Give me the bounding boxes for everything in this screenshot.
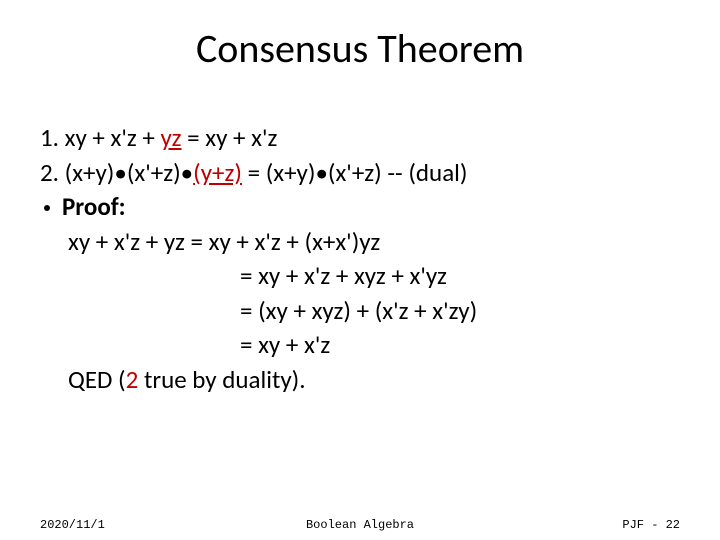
line-1: 1. xy + x'z + yz = xy + x'z: [40, 121, 680, 156]
line-2-part-c: = (x+y)•(x'+z) -- (dual): [242, 157, 468, 188]
qed-part-b: 2: [126, 364, 139, 395]
slide: Consensus Theorem 1. xy + x'z + yz = xy …: [0, 0, 720, 540]
line-1-part-a: 1. xy + x'z +: [40, 122, 161, 153]
line-1-part-c: = xy + x'z: [182, 122, 278, 153]
proof-line-4: = xy + x'z: [40, 328, 680, 363]
proof-line-1: xy + x'z + yz = xy + x'z + (x+x')yz: [40, 225, 680, 260]
proof-line-3: = (xy + xyz) + (x'z + x'zy): [40, 294, 680, 329]
line-2-part-a: 2. (x+y)•(x'+z)•: [40, 157, 193, 188]
slide-body: 1. xy + x'z + yz = xy + x'z 2. (x+y)•(x'…: [40, 121, 680, 397]
qed-line: QED (2 true by duality).: [40, 363, 680, 398]
proof-line-2: = xy + x'z + xyz + x'yz: [40, 259, 680, 294]
qed-part-c: true by duality).: [138, 364, 305, 395]
line-2-part-b: (y+z): [193, 157, 242, 188]
proof-label: Proof:: [62, 191, 126, 222]
bullet-icon: [44, 205, 50, 211]
proof-bullet-line: Proof:: [40, 190, 680, 225]
line-2: 2. (x+y)•(x'+z)•(y+z) = (x+y)•(x'+z) -- …: [40, 156, 680, 191]
footer-center: Boolean Algebra: [40, 518, 680, 532]
line-1-part-b: yz: [161, 122, 182, 153]
qed-part-a: QED (: [68, 364, 126, 395]
slide-title: Consensus Theorem: [40, 24, 680, 73]
footer-page: PJF - 22: [622, 518, 680, 532]
